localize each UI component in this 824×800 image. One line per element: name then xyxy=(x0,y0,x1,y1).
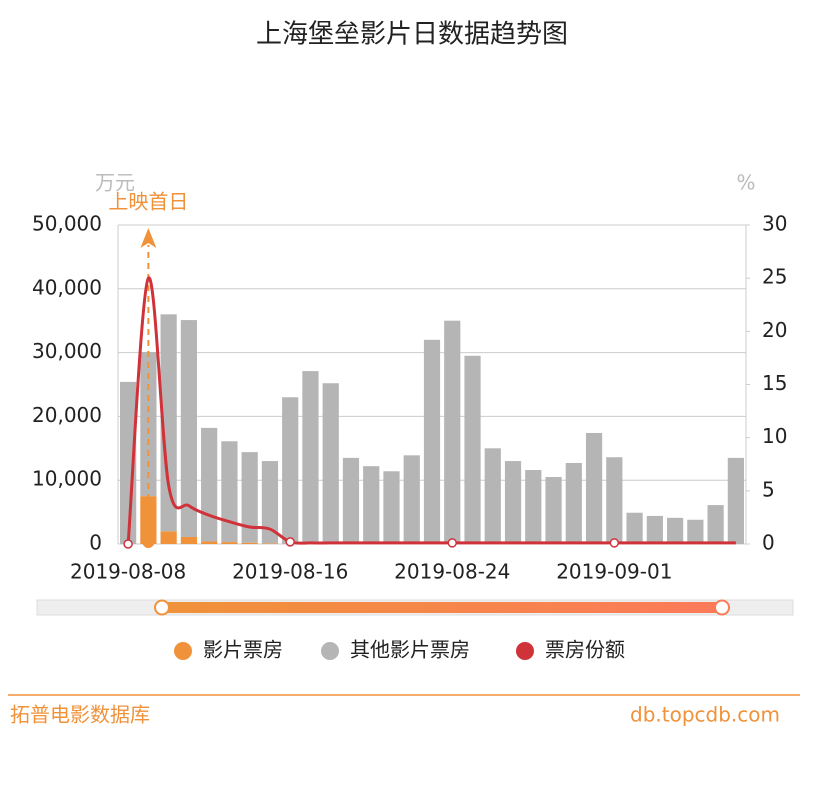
bar xyxy=(160,531,177,544)
legend-label: 其他影片票房 xyxy=(350,638,470,662)
bar xyxy=(383,471,400,544)
x-tick-label: 2019-08-08 xyxy=(70,560,186,584)
bar xyxy=(160,314,177,532)
annotation-base xyxy=(142,534,155,548)
bar xyxy=(707,505,724,544)
y-tick-label: 50,000 xyxy=(32,212,102,236)
y2-tick-label: 25 xyxy=(762,265,787,289)
line-point xyxy=(447,538,458,548)
y-tick-label: 10,000 xyxy=(32,467,102,491)
bar xyxy=(444,320,461,544)
bar xyxy=(221,441,238,543)
x-tick-label: 2019-08-16 xyxy=(232,560,348,584)
legend-swatch xyxy=(321,642,339,660)
bar xyxy=(140,351,157,497)
bar xyxy=(565,462,582,544)
line-point xyxy=(285,537,295,547)
bar xyxy=(423,339,441,544)
line-point xyxy=(123,539,133,549)
y-tick-label: 40,000 xyxy=(32,275,102,299)
bar xyxy=(666,517,684,544)
bar xyxy=(687,519,704,544)
bar xyxy=(626,512,643,544)
y2-tick-label: 0 xyxy=(762,531,775,555)
legend-swatch xyxy=(516,642,534,660)
bar xyxy=(585,432,603,544)
bar xyxy=(525,469,542,544)
bar xyxy=(646,515,663,544)
legend-swatch xyxy=(174,642,192,660)
bar xyxy=(606,457,623,544)
y-tick-label: 0 xyxy=(89,531,102,555)
legend-label: 票房份额 xyxy=(545,638,625,662)
footer-left: 拓普电影数据库 xyxy=(10,703,150,727)
footer-right: db.topcdb.com xyxy=(630,703,780,727)
bar xyxy=(403,455,420,544)
bar xyxy=(342,457,360,544)
legend-label: 影片票房 xyxy=(203,638,283,662)
chart-title: 上海堡垒影片日数据趋势图 xyxy=(256,20,568,50)
bar xyxy=(464,355,481,544)
bar xyxy=(241,452,258,543)
y2-tick-label: 5 xyxy=(762,477,775,501)
y2-axis-label: % xyxy=(736,171,755,195)
bar xyxy=(727,457,744,544)
bar xyxy=(180,320,198,537)
bar xyxy=(302,371,319,544)
line-point xyxy=(609,538,620,548)
y2-tick-label: 15 xyxy=(762,371,787,395)
y-tick-label: 20,000 xyxy=(32,403,102,427)
bar xyxy=(201,427,218,542)
annotation: 上映首日 xyxy=(108,190,188,214)
y2-tick-label: 10 xyxy=(762,424,787,448)
zoom-handle[interactable] xyxy=(714,599,730,616)
y-axis-label: 万元 xyxy=(95,171,135,195)
y2-tick-label: 30 xyxy=(762,212,787,236)
bar xyxy=(261,461,279,544)
zoom-range[interactable] xyxy=(162,602,722,613)
bar xyxy=(322,383,339,544)
bar xyxy=(201,541,218,544)
bar xyxy=(180,536,198,544)
line xyxy=(126,276,736,545)
bar xyxy=(241,542,258,544)
bar xyxy=(545,477,562,544)
bar xyxy=(282,397,299,544)
bar xyxy=(484,448,501,544)
bar xyxy=(221,542,238,544)
zoom-handle[interactable] xyxy=(154,599,170,616)
x-tick-label: 2019-08-24 xyxy=(394,560,510,584)
y2-tick-label: 20 xyxy=(762,318,787,342)
annotation-arrow xyxy=(140,228,157,248)
bar xyxy=(504,461,522,544)
bar xyxy=(363,466,380,544)
x-tick-label: 2019-09-01 xyxy=(556,560,672,584)
y-tick-label: 30,000 xyxy=(32,339,102,363)
bar xyxy=(261,543,279,544)
